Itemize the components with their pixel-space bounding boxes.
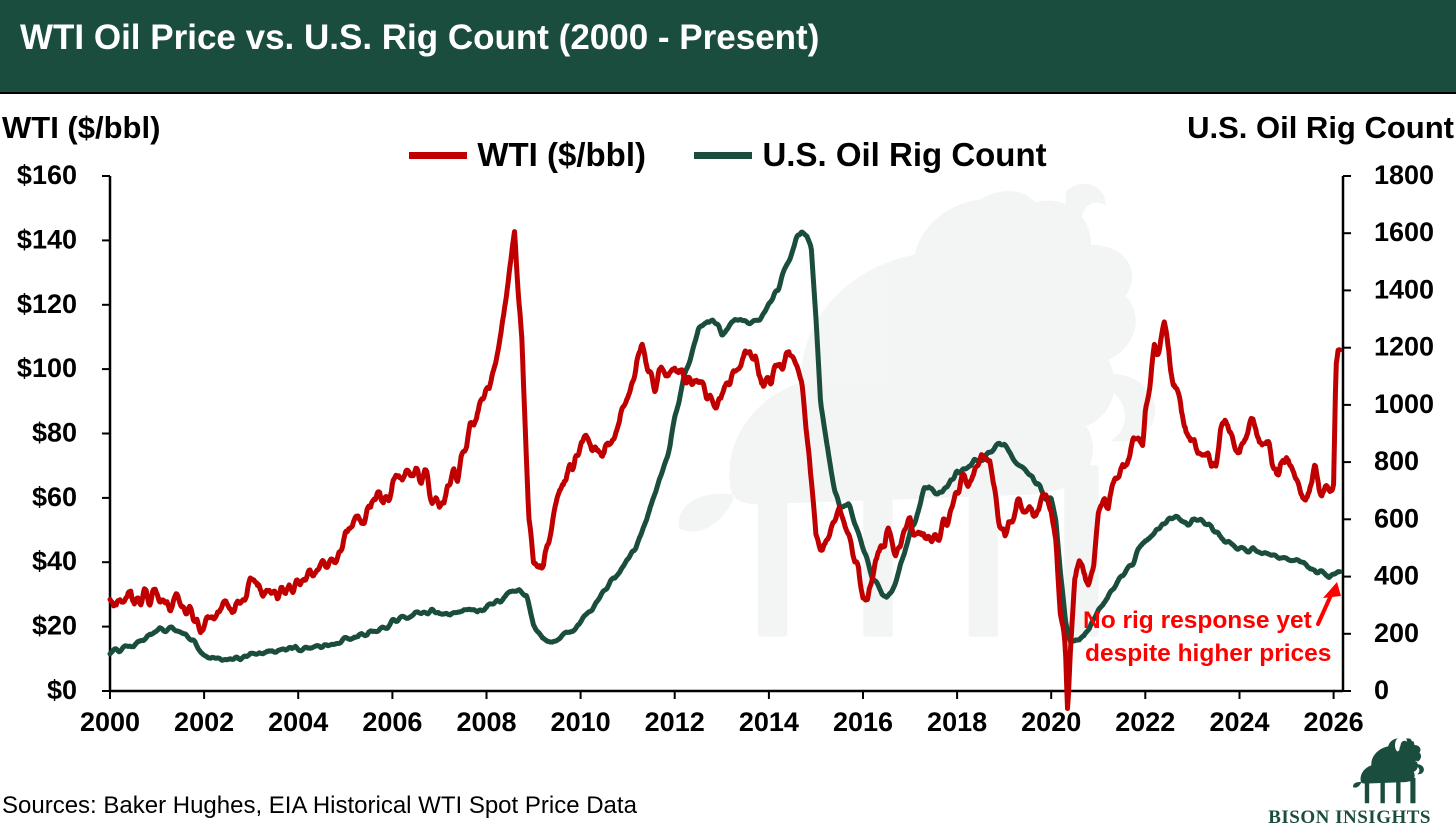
svg-text:2018: 2018 (927, 707, 987, 737)
svg-text:2022: 2022 (1115, 707, 1175, 737)
svg-text:1800: 1800 (1374, 160, 1434, 190)
svg-text:$20: $20 (32, 611, 77, 641)
svg-text:2026: 2026 (1304, 707, 1364, 737)
svg-text:2024: 2024 (1209, 707, 1269, 737)
svg-text:2006: 2006 (362, 707, 422, 737)
svg-text:$100: $100 (17, 353, 77, 383)
svg-text:1200: 1200 (1374, 332, 1434, 362)
svg-text:1000: 1000 (1374, 389, 1434, 419)
svg-text:2014: 2014 (739, 707, 799, 737)
svg-text:600: 600 (1374, 503, 1419, 533)
svg-text:2012: 2012 (645, 707, 705, 737)
svg-text:despite higher prices: despite higher prices (1085, 640, 1331, 667)
svg-text:0: 0 (1374, 675, 1389, 705)
svg-text:$60: $60 (32, 482, 77, 512)
svg-text:$80: $80 (32, 418, 77, 448)
svg-text:$160: $160 (17, 160, 77, 190)
svg-text:1600: 1600 (1374, 217, 1434, 247)
svg-text:$120: $120 (17, 289, 77, 319)
svg-text:2010: 2010 (551, 707, 611, 737)
svg-text:$40: $40 (32, 546, 77, 576)
svg-text:1400: 1400 (1374, 274, 1434, 304)
svg-text:200: 200 (1374, 618, 1419, 648)
svg-text:2000: 2000 (80, 707, 140, 737)
svg-text:2002: 2002 (174, 707, 234, 737)
svg-text:2020: 2020 (1021, 707, 1081, 737)
svg-text:2004: 2004 (268, 707, 328, 737)
svg-text:2008: 2008 (456, 707, 516, 737)
svg-text:800: 800 (1374, 446, 1419, 476)
svg-text:No rig response yet: No rig response yet (1083, 607, 1312, 634)
svg-text:400: 400 (1374, 561, 1419, 591)
svg-text:$140: $140 (17, 224, 77, 254)
svg-text:$0: $0 (47, 675, 77, 705)
svg-text:2016: 2016 (833, 707, 893, 737)
